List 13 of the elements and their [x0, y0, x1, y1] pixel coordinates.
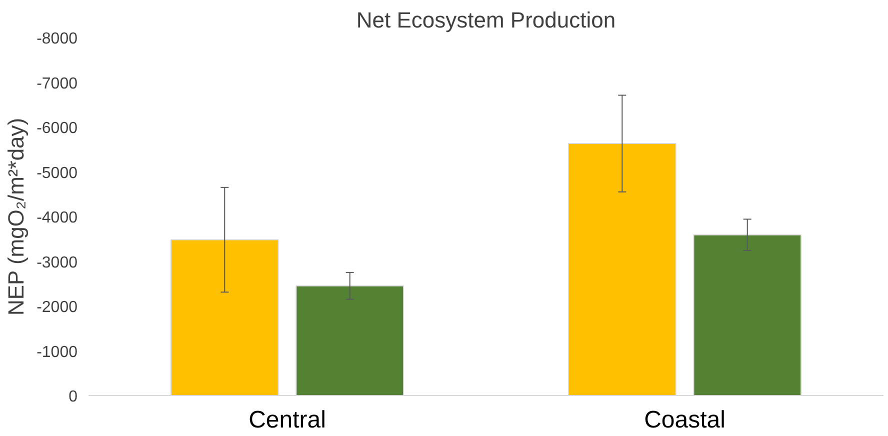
y-tick-label: -8000	[36, 30, 78, 48]
y-tick-label: -1000	[36, 344, 78, 361]
x-tick-label: Coastal	[644, 406, 726, 434]
x-tick-label: Central	[248, 406, 326, 434]
y-tick-label: -3000	[36, 254, 78, 272]
y-axis-title: NEP (mgO₂/m²*day)	[4, 118, 29, 316]
y-tick-label: -5000	[36, 164, 78, 182]
y-tick-label: -4000	[36, 210, 78, 226]
y-tick-label: -2000	[36, 299, 78, 316]
y-tick-label: 0	[68, 388, 78, 406]
chart-title: Net Ecosystem Production	[356, 8, 616, 32]
y-tick-label: -7000	[36, 75, 78, 92]
y-tick-label: -6000	[36, 120, 78, 137]
